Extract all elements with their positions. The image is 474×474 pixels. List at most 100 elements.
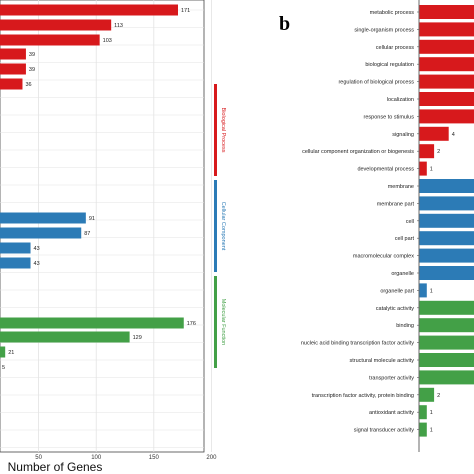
panel-b-category-label: catalytic activity	[376, 306, 414, 312]
panel-a-bar	[0, 63, 26, 75]
panel-b-bar	[419, 196, 474, 211]
panel-b-category-label: signal transducer activity	[354, 428, 414, 434]
panel-b-category-label: biological regulation	[365, 62, 414, 68]
panel-a-bar	[0, 227, 82, 239]
panel-a-value-label: 43	[34, 246, 40, 252]
panel-a-value-label: 113	[114, 23, 123, 29]
panel-b-category-label: signaling	[392, 132, 414, 138]
panel-a-bar	[0, 34, 100, 46]
panel-b-bar	[419, 405, 427, 420]
panel-a-group-strip	[214, 276, 217, 368]
panel-a-bar	[0, 331, 130, 343]
panel-a-value-label: 39	[29, 67, 35, 73]
panel-b-value-label: 1	[430, 410, 433, 416]
panel-a-value-label: 87	[84, 231, 90, 237]
panel-b-category-label: binding	[396, 323, 414, 329]
panel-a-value-label: 171	[181, 8, 190, 14]
panel-b-bar	[419, 179, 474, 193]
panel-b-category-label: organelle part	[380, 288, 414, 294]
panel-a-bar	[0, 78, 23, 90]
panel-a-value-label: 39	[29, 52, 35, 58]
panel-a-bar	[0, 242, 31, 254]
panel-b-category-label: localization	[387, 97, 414, 103]
panel-b: b metabolic process single-organism proces…	[279, 0, 474, 452]
panel-b-category-label: membrane	[388, 184, 414, 190]
panel-b-bar	[419, 5, 474, 19]
panel-b-category-label: single-organism process	[354, 27, 414, 33]
panel-a-value-label: 43	[34, 261, 40, 267]
panel-a-x-tick-label: 150	[149, 455, 160, 461]
panel-b-bar	[419, 387, 435, 402]
panel-b-bar	[419, 74, 474, 89]
panel-b-value-label: 2	[437, 393, 440, 399]
panel-b-bar	[419, 231, 474, 246]
panel-b-bar	[419, 213, 474, 228]
panel-b-category-label: nucleic acid binding transcription facto…	[301, 341, 414, 347]
panel-b-category-label: cell part	[395, 236, 415, 242]
panel-a-x-axis-title: Number of Genes	[8, 460, 103, 474]
panel-a-x-tick-label: 100	[91, 455, 102, 461]
panel-a-bar	[0, 19, 112, 31]
panel-b-label: b	[279, 13, 290, 35]
panel-b-bar	[419, 39, 474, 54]
panel-b-category-label: developmental process	[357, 167, 414, 173]
panel-b-bar	[419, 422, 427, 437]
panel-b-value-label: 2	[437, 149, 440, 155]
panel-b-category-label: transporter activity	[369, 375, 414, 381]
panel-b-bar	[419, 266, 474, 280]
panel-b-value-label: 1	[430, 288, 433, 294]
panel-a-value-label: 129	[133, 335, 142, 341]
panel-a-value-label: 176	[187, 321, 196, 327]
panel-a-bar	[0, 317, 184, 329]
panel-a-value-label: 5	[2, 365, 5, 371]
panel-a: 50 100 150 200 171 113 103 39 39 36 91 87 43 43 176 129…	[0, 0, 226, 474]
panel-a-group-label: Biological Process	[220, 108, 226, 153]
panel-a-value-label: 91	[89, 216, 95, 222]
panel-a-group-label: Cellular Component	[220, 202, 226, 251]
panel-b-bar	[419, 300, 474, 315]
panel-b-bar	[419, 370, 474, 385]
panel-a-value-label: 103	[103, 38, 112, 44]
panel-b-category-label: transcription factor activity, protein b…	[312, 393, 414, 399]
panel-a-bar	[0, 212, 86, 224]
panel-a-border	[0, 0, 205, 453]
panel-b-category-label: cellular component organization or bioge…	[302, 149, 414, 155]
panel-b-value-label: 4	[452, 132, 455, 138]
panel-a-bar	[0, 257, 31, 269]
panel-b-category-label: membrane part	[377, 201, 415, 207]
panel-a-bar	[0, 48, 26, 60]
panel-b-bar	[419, 126, 449, 141]
panel-a-x-tick-label: 50	[35, 455, 42, 461]
panel-b-bar	[419, 22, 474, 37]
panel-a-bar	[0, 4, 178, 16]
panel-b-category-label: regulation of biological process	[338, 80, 414, 86]
panel-b-category-label: structural molecule activity	[350, 358, 415, 364]
panel-b-category-label: organelle	[391, 271, 414, 277]
panel-a-value-label: 21	[8, 350, 14, 356]
panel-b-bar	[419, 109, 474, 124]
panel-a-group-strip	[214, 180, 217, 272]
panel-a-x-tick-label: 200	[206, 455, 217, 461]
panel-b-bar	[419, 283, 427, 298]
panel-a-group-strip	[214, 84, 217, 176]
panel-b-value-label: 1	[430, 428, 433, 434]
panel-b-bar	[419, 161, 427, 176]
panel-b-category-label: macromolecular complex	[353, 254, 414, 260]
panel-b-category-label: cellular process	[376, 45, 414, 51]
panel-a-bar	[0, 346, 6, 358]
panel-b-category-label: antioxidant activity	[369, 410, 414, 416]
panel-a-group-label: Molecular Function	[220, 299, 226, 345]
panel-b-bar	[419, 92, 474, 106]
panel-b-category-label: response to stimulus	[364, 114, 415, 120]
panel-b-category-label: metabolic process	[370, 10, 415, 16]
panel-b-bar	[419, 335, 474, 350]
panel-b-bar	[419, 318, 474, 333]
panel-a-value-label: 36	[25, 82, 31, 88]
panel-b-bar	[419, 144, 435, 159]
panel-b-bar	[419, 248, 474, 263]
panel-b-bar	[419, 353, 474, 367]
panel-b-category-label: cell	[406, 219, 414, 225]
panel-b-value-label: 1	[430, 167, 433, 173]
panel-b-bar	[419, 57, 474, 72]
